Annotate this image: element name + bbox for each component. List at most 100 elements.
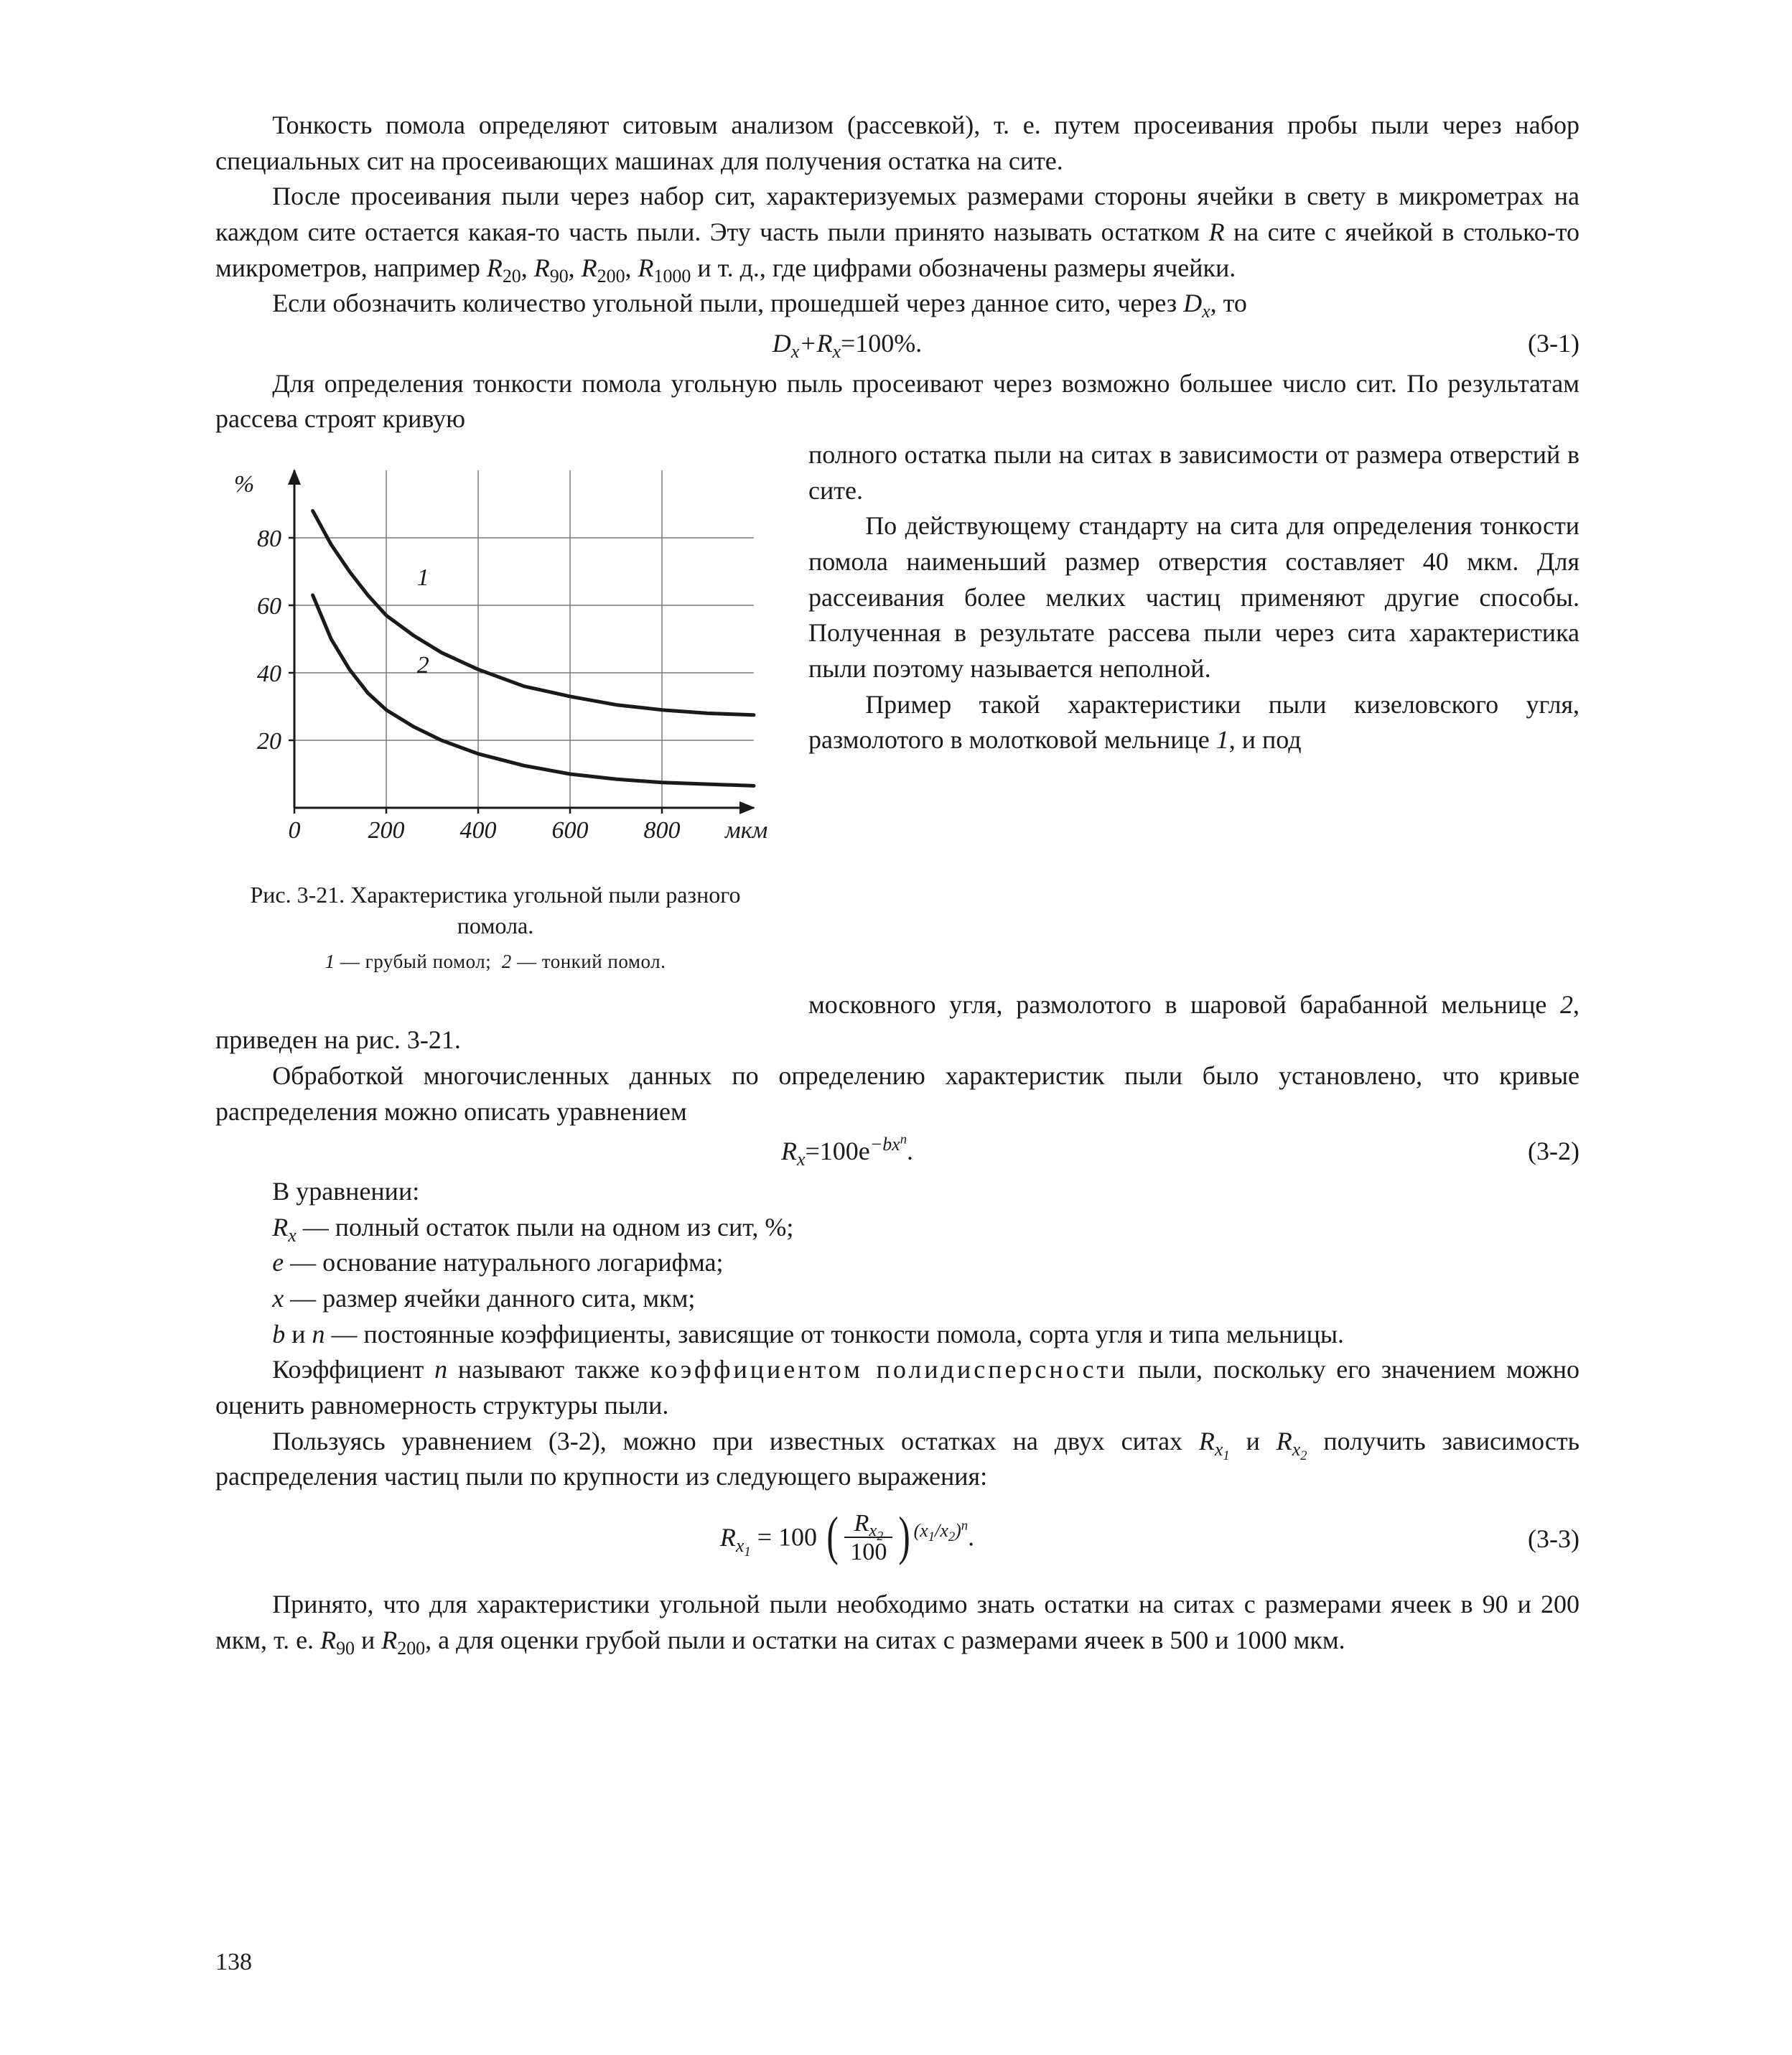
svg-text:800: 800 <box>644 817 681 844</box>
text: и <box>1230 1427 1277 1455</box>
term: коэффициентом полидисперсности <box>650 1355 1128 1384</box>
eq-term: +Rx <box>799 329 841 358</box>
frac-num: Rx2 <box>844 1511 892 1538</box>
svg-text:60: 60 <box>257 593 281 620</box>
paren-open: ( <box>826 1499 838 1574</box>
legend-num: 2 <box>502 951 512 972</box>
equation-body: Rx1 = 100 (Rx2100)(x1/x2)n. <box>215 1502 1479 1577</box>
var: R <box>534 253 550 282</box>
eq-dot: . <box>907 1137 913 1165</box>
svg-text:%: % <box>234 471 254 498</box>
t: R <box>720 1523 736 1552</box>
text: — основание натурального логарифма; <box>284 1248 723 1277</box>
var: n <box>312 1320 325 1348</box>
var-r: R <box>1209 218 1225 246</box>
equation-3-1: Dx+Rx=100%. (3-1) <box>215 326 1579 362</box>
text: и <box>285 1320 312 1348</box>
legend-ref: 2 <box>1560 990 1573 1019</box>
t: +R <box>799 329 832 358</box>
eq-exp: −bxn <box>870 1134 907 1155</box>
svg-text:40: 40 <box>257 661 281 687</box>
text: — полный остаток пыли на одном из сит, %… <box>297 1213 794 1241</box>
equation-number: (3-2) <box>1479 1134 1579 1170</box>
equation-3-2: Rx=100e−bxn. (3-2) <box>215 1134 1579 1170</box>
t: R <box>781 1137 797 1165</box>
paragraph-1: Тонкость помола определяют ситовым анали… <box>215 108 1579 179</box>
svg-text:2: 2 <box>417 652 429 679</box>
t: R <box>272 1213 288 1241</box>
var: R <box>638 253 654 282</box>
var: n <box>434 1355 447 1384</box>
paren-close: ) <box>899 1499 910 1574</box>
text: Коэффициент <box>272 1355 434 1384</box>
var: e <box>272 1248 284 1277</box>
text: Пользуясь уравнением (3-2), можно при из… <box>272 1427 1199 1455</box>
defs-head: В уравнении: <box>215 1174 1579 1210</box>
chart-svg: %204060800200400600800мкм12 <box>215 456 768 858</box>
text: московного угля, размолотого в шаровой б… <box>808 990 1560 1019</box>
paragraph-7: Коэффициент n называют также коэффициент… <box>215 1352 1579 1423</box>
equation-number: (3-3) <box>1479 1522 1579 1557</box>
eq-dot: . <box>968 1523 974 1552</box>
eq-term: =100%. <box>841 329 922 358</box>
svg-text:80: 80 <box>257 526 281 552</box>
svg-text:мкм: мкм <box>724 817 767 844</box>
figure-caption-sub: 1 — грубый помол; 2 — тонкий помол. <box>215 949 775 975</box>
var: R <box>381 1626 397 1654</box>
paragraph-2: После просеивания пыли через набор сит, … <box>215 179 1579 286</box>
var: b <box>272 1320 285 1348</box>
paragraph-4: Для определения тонкости помола угольную… <box>215 366 1579 437</box>
text: — размер ячейки данного сита, мкм; <box>284 1284 695 1313</box>
eq-term: =100e <box>805 1137 869 1165</box>
equation-number: (3-1) <box>1479 326 1579 362</box>
paragraph-6: Обработкой многочисленных данных по опре… <box>215 1058 1579 1129</box>
paragraph-3: Если обозначить количество угольной пыли… <box>215 286 1579 322</box>
def-1: Rx — полный остаток пыли на одном из сит… <box>215 1210 1579 1246</box>
svg-text:200: 200 <box>368 817 405 844</box>
text: называют также <box>447 1355 650 1384</box>
eq-term: = 100 <box>751 1523 823 1552</box>
def-2: e — основание натурального логарифма; <box>215 1245 1579 1281</box>
var: Rx <box>272 1213 297 1241</box>
equation-3-3: Rx1 = 100 (Rx2100)(x1/x2)n. (3-3) <box>215 1502 1579 1577</box>
svg-text:20: 20 <box>257 728 281 755</box>
fraction: Rx2100 <box>844 1511 892 1566</box>
text: Пример такой характеристики пыли кизелов… <box>808 690 1579 755</box>
t: D <box>773 329 791 358</box>
var: x <box>272 1284 284 1313</box>
frac-den: 100 <box>844 1538 892 1566</box>
paragraph-9: Принято, что для характеристики угольной… <box>215 1587 1579 1658</box>
text: и т. д., где цифрами обозначены размеры … <box>691 253 1236 282</box>
var: R <box>487 253 503 282</box>
eq-exp: (x1/x2)n <box>914 1520 968 1541</box>
figure-3-21: %204060800200400600800мкм12 Рис. 3-21. Х… <box>215 456 775 976</box>
eq-term: Rx <box>781 1137 806 1165</box>
def-3: x — размер ячейки данного сита, мкм; <box>215 1281 1579 1317</box>
text: — постоянные коэффициенты, зависящие от … <box>325 1320 1344 1348</box>
legend-num: 1 <box>325 951 335 972</box>
var: Rx1 <box>1199 1427 1230 1455</box>
eq-term: Dx <box>773 329 800 358</box>
text: и <box>355 1626 381 1654</box>
text: , а для оценки грубой пыли и остатки на … <box>425 1626 1345 1654</box>
def-4: b и n — постоянные коэффициенты, зависящ… <box>215 1317 1579 1353</box>
var: Dx <box>1183 289 1210 317</box>
text: Если обозначить количество угольной пыли… <box>272 289 1183 317</box>
equation-body: Dx+Rx=100%. <box>215 326 1479 362</box>
svg-text:400: 400 <box>460 817 497 844</box>
var: Rx2 <box>1277 1427 1307 1455</box>
svg-text:600: 600 <box>552 817 589 844</box>
chart: %204060800200400600800мкм12 <box>215 456 768 858</box>
svg-text:0: 0 <box>289 817 301 844</box>
paragraph-5: московного угля, размолотого в шаровой б… <box>215 987 1579 1058</box>
t: R <box>854 1510 869 1537</box>
text: , и под <box>1229 725 1302 754</box>
eq-term: Rx1 <box>720 1523 751 1552</box>
equation-body: Rx=100e−bxn. <box>215 1134 1479 1170</box>
svg-text:1: 1 <box>417 564 429 591</box>
var: R <box>582 253 597 282</box>
figure-caption: Рис. 3-21. Характеристика угольной пыли … <box>215 880 775 941</box>
legend-ref: 1 <box>1216 725 1229 754</box>
text: , то <box>1210 289 1247 317</box>
paragraph-8: Пользуясь уравнением (3-2), можно при из… <box>215 1424 1579 1495</box>
